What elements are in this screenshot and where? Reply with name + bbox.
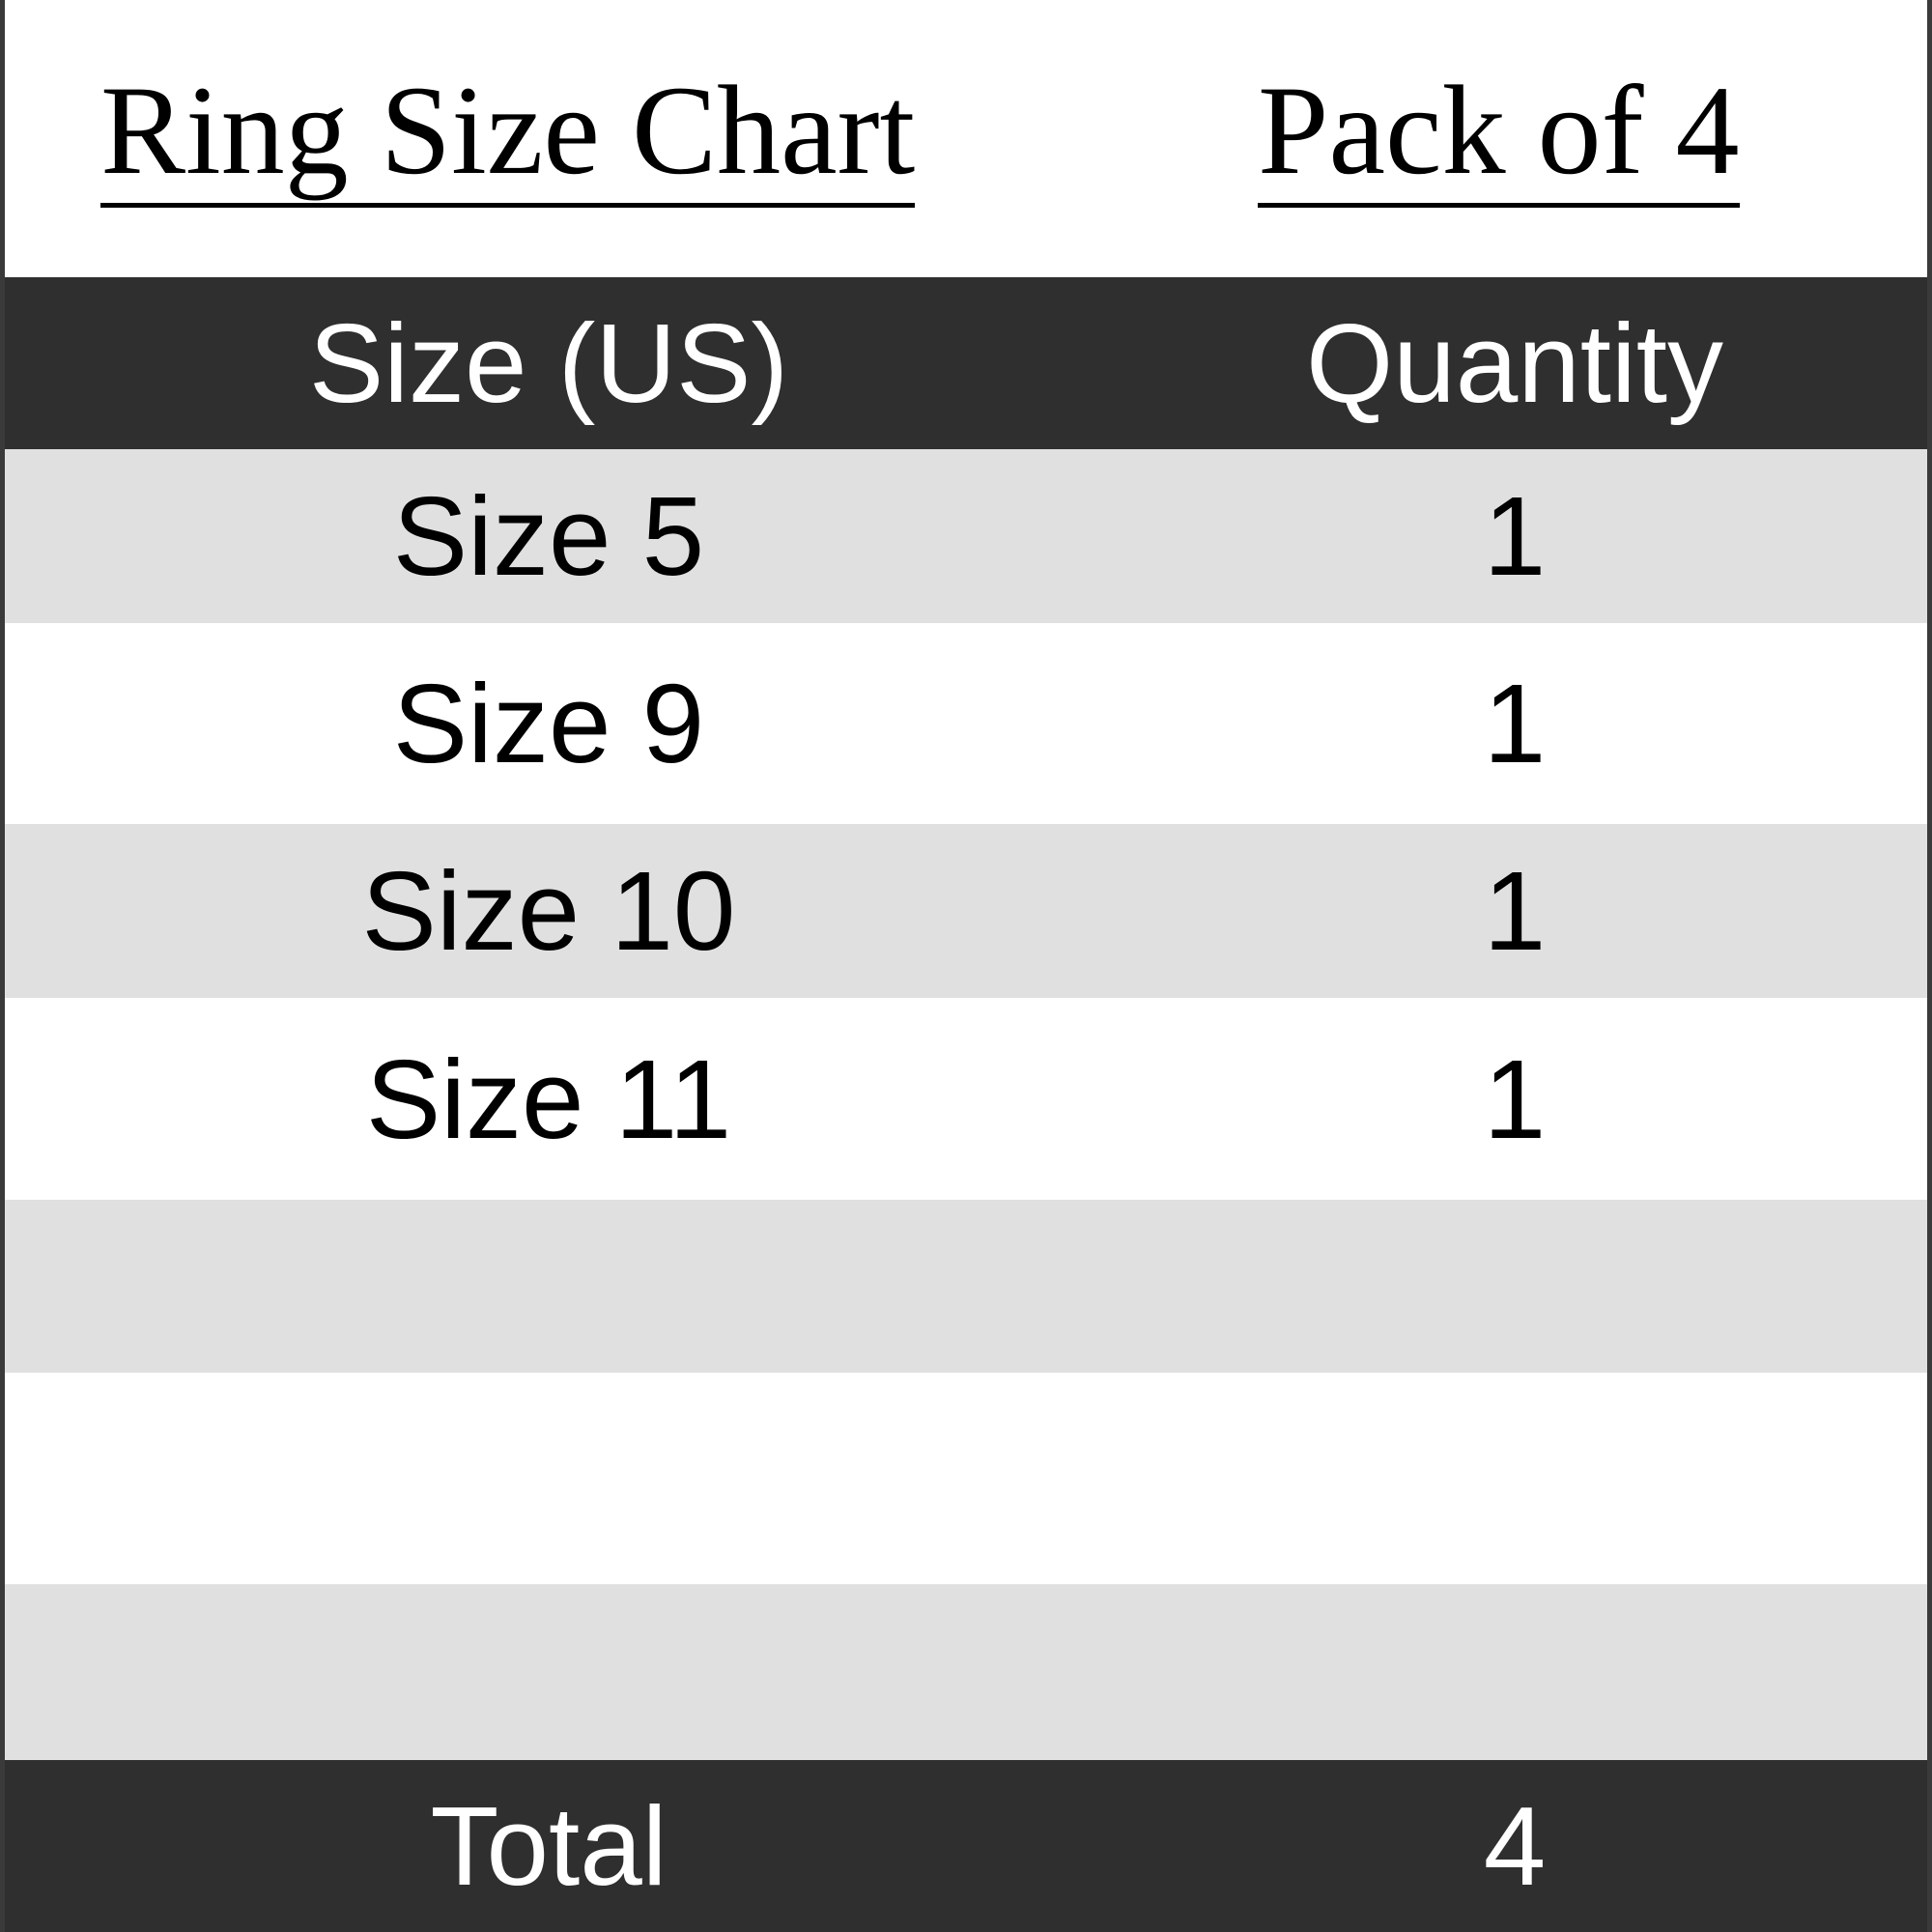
chart-title-text: Ring Size Chart <box>100 59 916 201</box>
quantity-cell: 1 <box>1483 661 1547 786</box>
table-row <box>0 1373 1932 1584</box>
quantity-cell: 1 <box>1483 473 1547 599</box>
table-row <box>0 1584 1932 1760</box>
table-row: Size 10 1 <box>0 824 1932 998</box>
table-header-row: Size (US) Quantity <box>0 277 1932 449</box>
table-row <box>0 1200 1932 1373</box>
header-size: Size (US) <box>308 300 789 426</box>
table-row: Size 9 1 <box>0 623 1932 824</box>
chart-title: Ring Size Chart <box>100 58 916 208</box>
pack-label-text: Pack of 4 <box>1258 59 1740 201</box>
quantity-cell: 1 <box>1483 1036 1547 1162</box>
table-row: Size 5 1 <box>0 449 1932 623</box>
total-value: 4 <box>1483 1783 1547 1909</box>
table-footer-row: Total 4 <box>0 1760 1932 1932</box>
size-cell: Size 11 <box>365 1036 732 1162</box>
total-label: Total <box>430 1783 668 1909</box>
pack-underline <box>1258 203 1740 208</box>
pack-label: Pack of 4 <box>1258 58 1740 208</box>
quantity-cell: 1 <box>1483 848 1547 974</box>
table-row: Size 11 1 <box>0 998 1932 1200</box>
size-cell: Size 9 <box>392 661 705 786</box>
size-cell: Size 10 <box>361 848 736 974</box>
size-cell: Size 5 <box>392 473 705 599</box>
title-underline <box>100 203 916 208</box>
header-quantity: Quantity <box>1306 300 1723 426</box>
